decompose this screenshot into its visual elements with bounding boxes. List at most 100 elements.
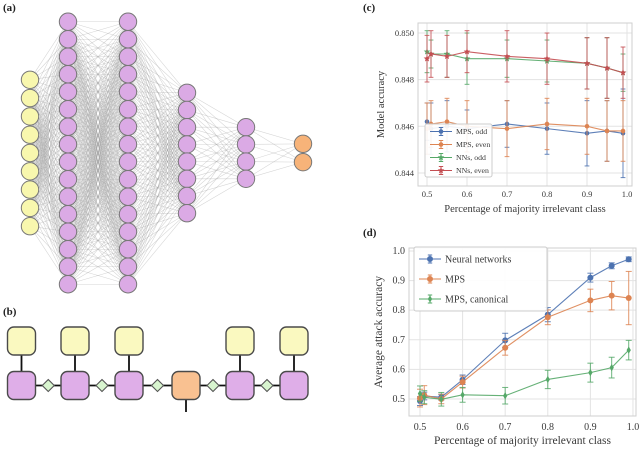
bond-diamond (95, 378, 109, 393)
data-point-marker (587, 297, 594, 304)
neuron-node (58, 257, 78, 276)
data-point-marker (608, 262, 615, 269)
neuron-node (58, 82, 78, 101)
network-hidden-layer-2 (118, 12, 138, 294)
data-point-marker (609, 364, 614, 372)
error-bars (424, 30, 626, 99)
legend-label: MPS (445, 275, 465, 286)
x-axis-tick-labels: 0.5 0.6 0.7 0.8 0.9 1.0 (414, 422, 639, 433)
x-tick-label: 0.9 (582, 189, 593, 199)
series-mps-canonical (416, 339, 632, 407)
neuron-node (58, 135, 78, 154)
site-square (114, 370, 144, 401)
data-point-marker (423, 55, 431, 62)
data-point-marker (438, 142, 444, 147)
neuron-node (236, 152, 256, 171)
bond-diamond (41, 378, 56, 393)
neuron-node (20, 143, 40, 163)
neuron-node (20, 88, 40, 108)
neuron-node (58, 117, 78, 136)
y-tick-label: 0.5 (393, 394, 406, 405)
neural-network-diagram (20, 12, 313, 294)
neuron-node (236, 169, 256, 189)
series-line (419, 349, 630, 400)
y-axis-tick-labels: 0.5 0.6 0.7 0.8 0.9 1.0 (393, 246, 406, 405)
neuron-node (177, 152, 197, 171)
neuron-node (20, 162, 40, 181)
data-point-marker (545, 375, 550, 384)
neuron-node (58, 275, 78, 294)
x-axis-label: Percentage of majority irrelevant class (434, 435, 611, 447)
site-square (60, 370, 90, 401)
legend-label: MPS, even (456, 140, 490, 149)
network-hidden-layer-1 (58, 12, 78, 294)
tensor-bond-diamonds (41, 378, 274, 393)
legend-box (413, 246, 548, 312)
network-hidden-layer-3 (177, 83, 197, 223)
y-tick-label: 1.0 (393, 246, 406, 257)
data-point-marker (583, 59, 591, 67)
panel-label-a: (a) (3, 2, 16, 14)
x-tick-label: 0.9 (584, 422, 597, 433)
y-tick-label: 0.8 (393, 305, 406, 316)
legend-label: MPS, canonical (445, 295, 509, 306)
error-bars (424, 30, 626, 99)
neuron-node (118, 275, 138, 294)
data-point-marker (503, 392, 508, 400)
panel-label-b: (b) (3, 306, 17, 318)
data-point-marker (427, 256, 433, 262)
data-point-marker (587, 274, 594, 281)
neuron-node (177, 118, 197, 137)
neuron-node (118, 222, 138, 241)
legend: Neural networks MPS MPS, canonical (413, 246, 548, 312)
x-tick-label: 1.0 (627, 422, 640, 433)
physical-site-square (114, 326, 144, 356)
neuron-node (293, 152, 313, 172)
neuron-node (118, 152, 138, 171)
series-nns-odd (423, 30, 627, 99)
neuron-node (177, 169, 197, 189)
neuron-node (20, 107, 40, 126)
data-point-marker (504, 126, 510, 131)
neuron-node (118, 100, 138, 119)
neuron-node (118, 82, 138, 101)
neuron-node (20, 125, 40, 144)
neuron-node (236, 135, 256, 154)
x-tick-label: 0.5 (414, 422, 427, 433)
data-point-marker (444, 119, 450, 124)
bond-diamond (206, 378, 220, 393)
physical-site-square (225, 326, 255, 356)
data-point-marker (438, 129, 444, 134)
data-point-marker (437, 154, 445, 161)
neuron-node (293, 134, 313, 154)
bond-diamond (150, 378, 165, 393)
data-point-marker (604, 128, 610, 134)
neuron-node (118, 12, 138, 31)
neuron-node (177, 204, 197, 223)
site-square (6, 370, 37, 401)
network-output-layer (293, 134, 313, 172)
legend-label: NNs, even (456, 166, 489, 175)
x-axis-label: Percentage of majority irrelevant class (444, 204, 606, 215)
neuron-node (58, 65, 78, 84)
tensor-sites (6, 370, 309, 401)
data-point-marker (544, 314, 551, 321)
network-hidden-layer-4 (236, 118, 256, 189)
data-point-marker (427, 295, 433, 303)
y-axis-label: Model accuracy (376, 70, 387, 138)
neuron-node (236, 118, 256, 137)
neuron-node (58, 222, 78, 241)
x-tick-label: 0.5 (422, 189, 433, 199)
physical-site-square (60, 326, 90, 356)
y-tick-label: 0.848 (395, 75, 414, 85)
model-accuracy-chart: 0.5 0.6 0.7 0.8 0.9 1.0 0.844 0.846 0.848 0.850 Pe… (376, 22, 633, 215)
neuron-node (177, 135, 197, 154)
error-bars (416, 339, 632, 407)
series-line (426, 51, 624, 74)
data-point-marker (608, 292, 615, 299)
x-tick-label: 0.8 (542, 422, 555, 433)
data-point-marker (460, 391, 465, 399)
neuron-node (20, 180, 40, 199)
neuron-node (58, 12, 78, 31)
